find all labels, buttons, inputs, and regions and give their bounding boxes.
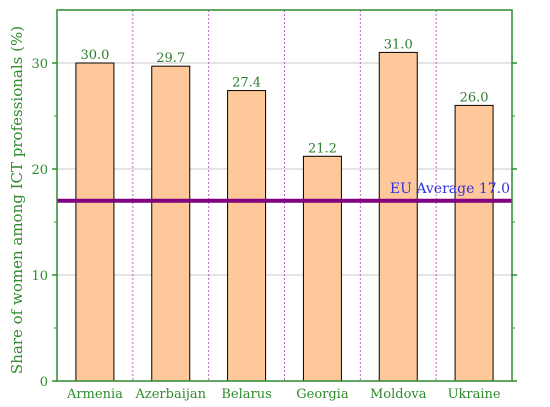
y-tick-label-3: 30 [31,57,48,72]
data-label-armenia: 30.0 [80,48,109,63]
data-label-belarus: 27.4 [232,76,261,91]
x-tick-label-moldova: Moldova [370,387,427,402]
y-axis-title: Share of women among ICT professionals (… [8,26,26,374]
x-tick-label-azerbaijan: Azerbaijan [134,387,206,402]
bar-belarus [227,90,267,382]
eu-average-label: EU Average 17.0 [390,181,510,197]
bar-azerbaijan [151,65,191,382]
bar-moldova [378,51,418,382]
plot-frame [56,9,513,382]
bar-ukraine [454,104,494,382]
x-tick-label-belarus: Belarus [221,387,271,402]
text-layer: 30.0 Armenia 29.7 Azerbaijan 27.4 Belarus 21.2… [31,37,500,402]
y-tick-label-2: 20 [31,163,48,178]
x-tick-label-georgia: Georgia [296,387,349,402]
y-tick-label-0: 0 [40,375,48,390]
data-label-azerbaijan: 29.7 [156,51,185,66]
data-label-moldova: 31.0 [384,37,413,52]
reference-layer: EU Average 17.0 [57,181,512,203]
data-label-ukraine: 26.0 [460,90,489,105]
x-tick-label-ukraine: Ukraine [448,387,501,402]
bar-armenia [75,62,115,382]
x-tick-label-armenia: Armenia [66,387,123,402]
separator-layer [132,10,437,381]
axis-layer [52,9,517,382]
bar-layer [75,51,494,382]
y-tick-label-1: 10 [31,269,48,284]
bar-georgia [302,155,342,382]
data-label-georgia: 21.2 [308,141,337,156]
